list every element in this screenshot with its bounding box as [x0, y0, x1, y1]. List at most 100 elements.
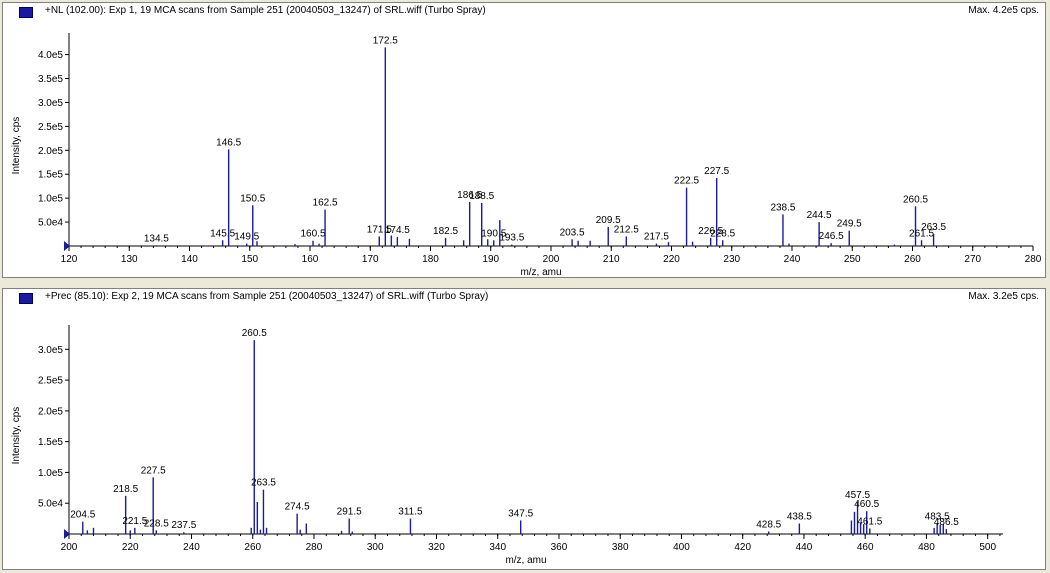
x-tick-label: 230 — [723, 254, 740, 265]
x-tick-label: 240 — [183, 542, 200, 553]
x-tick-label: 460 — [857, 542, 874, 553]
x-tick-label: 480 — [918, 542, 935, 553]
y-tick-label: 2.0e5 — [38, 146, 63, 157]
peak-label: 193.5 — [499, 233, 524, 244]
baseline-marker — [64, 241, 70, 251]
peak-label: 237.5 — [171, 520, 196, 531]
x-tick-label: 340 — [489, 542, 506, 553]
x-tick-label: 240 — [784, 254, 801, 265]
x-tick-label: 280 — [306, 542, 323, 553]
x-tick-label: 200 — [543, 254, 560, 265]
peak-label: 204.5 — [70, 510, 95, 521]
y-axis-label: Intensity, cps — [11, 117, 22, 175]
peak-label: 149.5 — [234, 232, 259, 243]
peak-label: 244.5 — [807, 210, 832, 221]
y-tick-label: 1.0e5 — [38, 194, 63, 205]
x-tick-label: 380 — [612, 542, 629, 553]
peak-label: 228.5 — [144, 518, 169, 529]
y-tick-label: 3.5e5 — [38, 74, 63, 85]
peak-label: 246.5 — [819, 231, 844, 242]
y-tick-label: 1.5e5 — [38, 437, 63, 448]
x-tick-label: 300 — [367, 542, 384, 553]
peak-label: 162.5 — [313, 198, 338, 209]
peak-label: 274.5 — [285, 502, 310, 513]
x-tick-label: 140 — [181, 254, 198, 265]
x-tick-label: 220 — [122, 542, 139, 553]
y-tick-label: 1.5e5 — [38, 170, 63, 181]
x-tick-label: 200 — [61, 542, 78, 553]
y-tick-label: 2.0e5 — [38, 406, 63, 417]
legend-color-box[interactable] — [19, 7, 33, 18]
peak-label: 188.5 — [469, 191, 494, 202]
peak-label: 172.5 — [373, 35, 398, 46]
x-tick-label: 320 — [428, 542, 445, 553]
spectrum-panel-prec: +Prec (85.10): Exp 2, 19 MCA scans from … — [2, 288, 1046, 570]
x-tick-label: 180 — [422, 254, 439, 265]
x-tick-label: 400 — [673, 542, 690, 553]
y-tick-label: 5.0e4 — [38, 218, 63, 229]
peak-label: 190.5 — [481, 228, 506, 239]
spectrum-chart-prec[interactable]: 5.0e4 1.0e5 1.5e5 2.0e5 2.5e5 3.0e5 200 220 240 2… — [3, 289, 1045, 569]
peak-label: 217.5 — [644, 232, 669, 243]
x-tick-label: 190 — [482, 254, 499, 265]
peak-label: 483.5 — [925, 512, 950, 523]
peak-label: 171.5 — [367, 224, 392, 235]
peak-label: 428.5 — [756, 520, 781, 531]
peak-label: 261.5 — [909, 228, 934, 239]
x-tick-label: 420 — [734, 542, 751, 553]
x-tick-label: 210 — [603, 254, 620, 265]
peak-label: 260.5 — [903, 194, 928, 205]
x-tick-label: 170 — [362, 254, 379, 265]
y-tick-label: 3.0e5 — [38, 345, 63, 356]
max-intensity-label: Max. 3.2e5 cps. — [968, 291, 1039, 302]
y-tick-label: 5.0e4 — [38, 499, 63, 510]
peak-label: 249.5 — [837, 219, 862, 230]
peak-label: 146.5 — [216, 137, 241, 148]
y-tick-label: 2.5e5 — [38, 376, 63, 387]
peak-label: 457.5 — [845, 490, 870, 501]
peak-label: 218.5 — [113, 484, 138, 495]
peak-label: 438.5 — [787, 512, 812, 523]
y-tick-label: 3.0e5 — [38, 98, 63, 109]
peak-label: 160.5 — [300, 229, 325, 240]
peak-label: 311.5 — [398, 507, 423, 518]
x-tick-label: 120 — [61, 254, 78, 265]
peak-label: 486.5 — [934, 517, 959, 528]
peak-label: 227.5 — [141, 465, 166, 476]
x-tick-label: 440 — [796, 542, 813, 553]
peak-label: 174.5 — [385, 225, 410, 236]
legend-color-box[interactable] — [19, 293, 33, 304]
y-tick-label: 4.0e5 — [38, 50, 63, 61]
peak-label: 291.5 — [337, 507, 362, 518]
max-intensity-label: Max. 4.2e5 cps. — [968, 5, 1039, 16]
peak-label: 228.5 — [710, 228, 735, 239]
peak-label: 460.5 — [854, 499, 879, 510]
peak-label: 186.5 — [457, 190, 482, 201]
y-axis-label: Intensity, cps — [11, 407, 22, 465]
peak-label: 347.5 — [508, 508, 533, 519]
spectrum-chart-nl[interactable]: 5.0e4 1.0e5 1.5e5 2.0e5 2.5e5 3.0e5 3.5e5 4.0e5… — [3, 3, 1045, 277]
x-tick-label: 130 — [121, 254, 138, 265]
peak-label: 263.5 — [921, 222, 946, 233]
peak-label: 260.5 — [242, 328, 267, 339]
peak-label: 263.5 — [251, 478, 276, 489]
peak-label: 145.5 — [210, 228, 235, 239]
peak-label: 461.5 — [857, 516, 882, 527]
x-tick-label: 150 — [241, 254, 258, 265]
peak-label: 212.5 — [614, 224, 639, 235]
peak-label: 238.5 — [770, 202, 795, 213]
x-tick-label: 220 — [663, 254, 680, 265]
peak-label: 221.5 — [122, 516, 147, 527]
peak-label: 182.5 — [433, 226, 458, 237]
x-tick-label: 280 — [1025, 254, 1042, 265]
x-tick-label: 500 — [979, 542, 996, 553]
baseline-marker — [64, 529, 70, 539]
x-tick-label: 360 — [551, 542, 568, 553]
x-tick-label: 250 — [844, 254, 861, 265]
x-tick-label: 260 — [904, 254, 921, 265]
peak-label: 203.5 — [560, 227, 585, 238]
peak-label: 209.5 — [596, 215, 621, 226]
peak-label: 222.5 — [674, 176, 699, 187]
x-tick-label: 160 — [302, 254, 319, 265]
x-tick-label: 270 — [964, 254, 981, 265]
